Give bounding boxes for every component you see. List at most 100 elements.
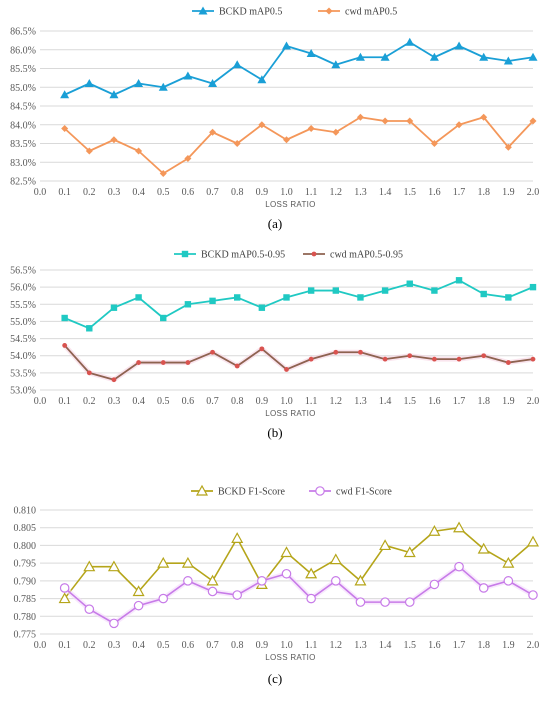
- data-point-series-2: [308, 356, 314, 362]
- data-point-series-1: [428, 525, 441, 536]
- data-point-series-2: [355, 597, 366, 607]
- data-point-series-2: [184, 155, 192, 162]
- data-point-series-2: [284, 367, 289, 372]
- data-point-series-1: [282, 41, 291, 50]
- data-point-series-1: [231, 532, 244, 543]
- data-point-series-1: [357, 294, 364, 301]
- y-tick-label: 54.0%: [10, 351, 36, 362]
- data-point-series-1: [305, 567, 318, 579]
- data-point-series-1: [280, 546, 293, 558]
- data-point-series-1: [84, 79, 94, 87]
- data-point-series-2: [232, 590, 242, 600]
- data-point-series-2: [505, 360, 511, 365]
- x-axis-title: LOSS RATIO: [265, 200, 315, 209]
- panel-caption: (a): [268, 216, 282, 231]
- data-point-series-2: [481, 353, 487, 359]
- x-tick-label: 1.7: [453, 187, 466, 198]
- y-tick-label: 84.5%: [10, 102, 36, 113]
- legend-marker-series-1: [198, 6, 208, 15]
- data-point-series-1: [232, 60, 242, 69]
- x-tick-label: 0.2: [83, 640, 96, 651]
- series-line-1: [64, 41, 534, 96]
- data-point-series-1: [134, 79, 144, 87]
- x-tick-label: 0.4: [132, 187, 145, 198]
- x-tick-label: 0.3: [108, 396, 121, 407]
- legend-item-series-2: cwd F1-Score: [309, 486, 392, 498]
- data-point-series-2: [429, 579, 440, 590]
- data-point-series-1: [406, 280, 413, 287]
- legend-label-series-2: cwd mAP0.5: [345, 7, 397, 18]
- series-line-glow: [62, 343, 534, 383]
- data-point-series-2: [110, 136, 118, 144]
- data-point-series-1: [505, 294, 512, 301]
- x-tick-label: 0.6: [182, 396, 195, 407]
- data-point-series-2: [183, 576, 193, 586]
- plot-area: 82.5% 83.0% 83.5% 84.0% 84.5% 85.0% 85.5% 86.0%…: [10, 27, 539, 199]
- data-point-series-1: [184, 301, 192, 308]
- legend-item-series-1: BCKD mAP0.5-0.95: [174, 250, 285, 261]
- data-point-series-1: [331, 60, 341, 69]
- data-point-series-1: [107, 560, 120, 572]
- data-point-series-2: [133, 600, 144, 611]
- x-tick-label: 1.1: [305, 396, 318, 407]
- y-tick-label: 0.785: [14, 594, 37, 605]
- panel-caption: (c): [268, 671, 282, 686]
- data-point-series-2: [404, 597, 415, 607]
- chart-panel-a: BCKD mAP0.5 cwd mAP0.5 82.5% 83.0% 83.5% 84…: [10, 6, 539, 231]
- x-tick-label: 0.7: [206, 640, 219, 651]
- data-point-series-1: [257, 75, 267, 84]
- y-tick-label: 55.0%: [10, 317, 36, 328]
- x-tick-label: 0.5: [157, 396, 170, 407]
- data-point-series-2: [185, 360, 191, 365]
- data-point-series-2: [358, 349, 363, 355]
- data-point-series-2: [158, 593, 169, 604]
- data-point-series-1: [83, 560, 96, 572]
- y-tick-label: 55.5%: [10, 300, 36, 311]
- x-tick-label: 1.8: [477, 640, 490, 651]
- y-tick-label: 85.5%: [10, 64, 36, 75]
- data-point-series-1: [329, 553, 342, 565]
- data-point-series-2: [283, 136, 290, 144]
- data-point-series-2: [432, 356, 437, 362]
- data-point-series-2: [207, 586, 218, 597]
- data-point-series-1: [332, 287, 339, 294]
- data-point-series-2: [62, 343, 68, 348]
- x-tick-label: 2.0: [527, 396, 540, 407]
- x-tick-label: 1.0: [280, 396, 293, 407]
- x-tick-label: 0.6: [182, 187, 195, 198]
- x-tick-label: 0.2: [83, 187, 96, 198]
- data-point-series-2: [306, 593, 316, 604]
- data-point-series-2: [234, 363, 240, 369]
- x-tick-label: 1.2: [330, 640, 343, 651]
- x-tick-label: 0.9: [256, 396, 269, 407]
- x-tick-label: 1.5: [404, 396, 417, 407]
- series-line-2: [64, 116, 534, 175]
- y-tick-label: 53.0%: [10, 386, 36, 397]
- chart-legend: BCKD F1-Score cwd F1-Score: [191, 484, 392, 498]
- data-point-series-1: [479, 52, 489, 61]
- panel-caption: (b): [267, 425, 282, 440]
- data-point-series-1: [431, 287, 438, 294]
- data-point-series-2: [210, 349, 215, 355]
- x-tick-label: 1.8: [477, 187, 490, 198]
- legend-marker-series-2: [325, 7, 333, 15]
- data-point-series-1: [183, 71, 193, 80]
- data-point-series-2: [454, 561, 464, 572]
- data-point-series-2: [332, 128, 340, 136]
- x-tick-label: 0.3: [108, 187, 121, 198]
- legend-marker-shape: [198, 6, 208, 15]
- x-tick-label: 0.4: [132, 640, 145, 651]
- legend-label-series-2: cwd F1-Score: [336, 487, 392, 498]
- data-point-series-1: [258, 304, 266, 311]
- data-point-series-2: [86, 370, 92, 376]
- y-tick-label: 0.790: [14, 576, 37, 587]
- data-point-series-2: [85, 147, 93, 155]
- x-tick-label: 1.4: [379, 187, 392, 198]
- series-line-2: [63, 344, 534, 381]
- y-tick-label: 86.5%: [10, 27, 36, 38]
- data-point-series-2: [111, 377, 117, 383]
- data-point-series-2: [61, 125, 69, 132]
- x-tick-label: 1.3: [354, 187, 367, 198]
- data-point-series-1: [60, 90, 70, 99]
